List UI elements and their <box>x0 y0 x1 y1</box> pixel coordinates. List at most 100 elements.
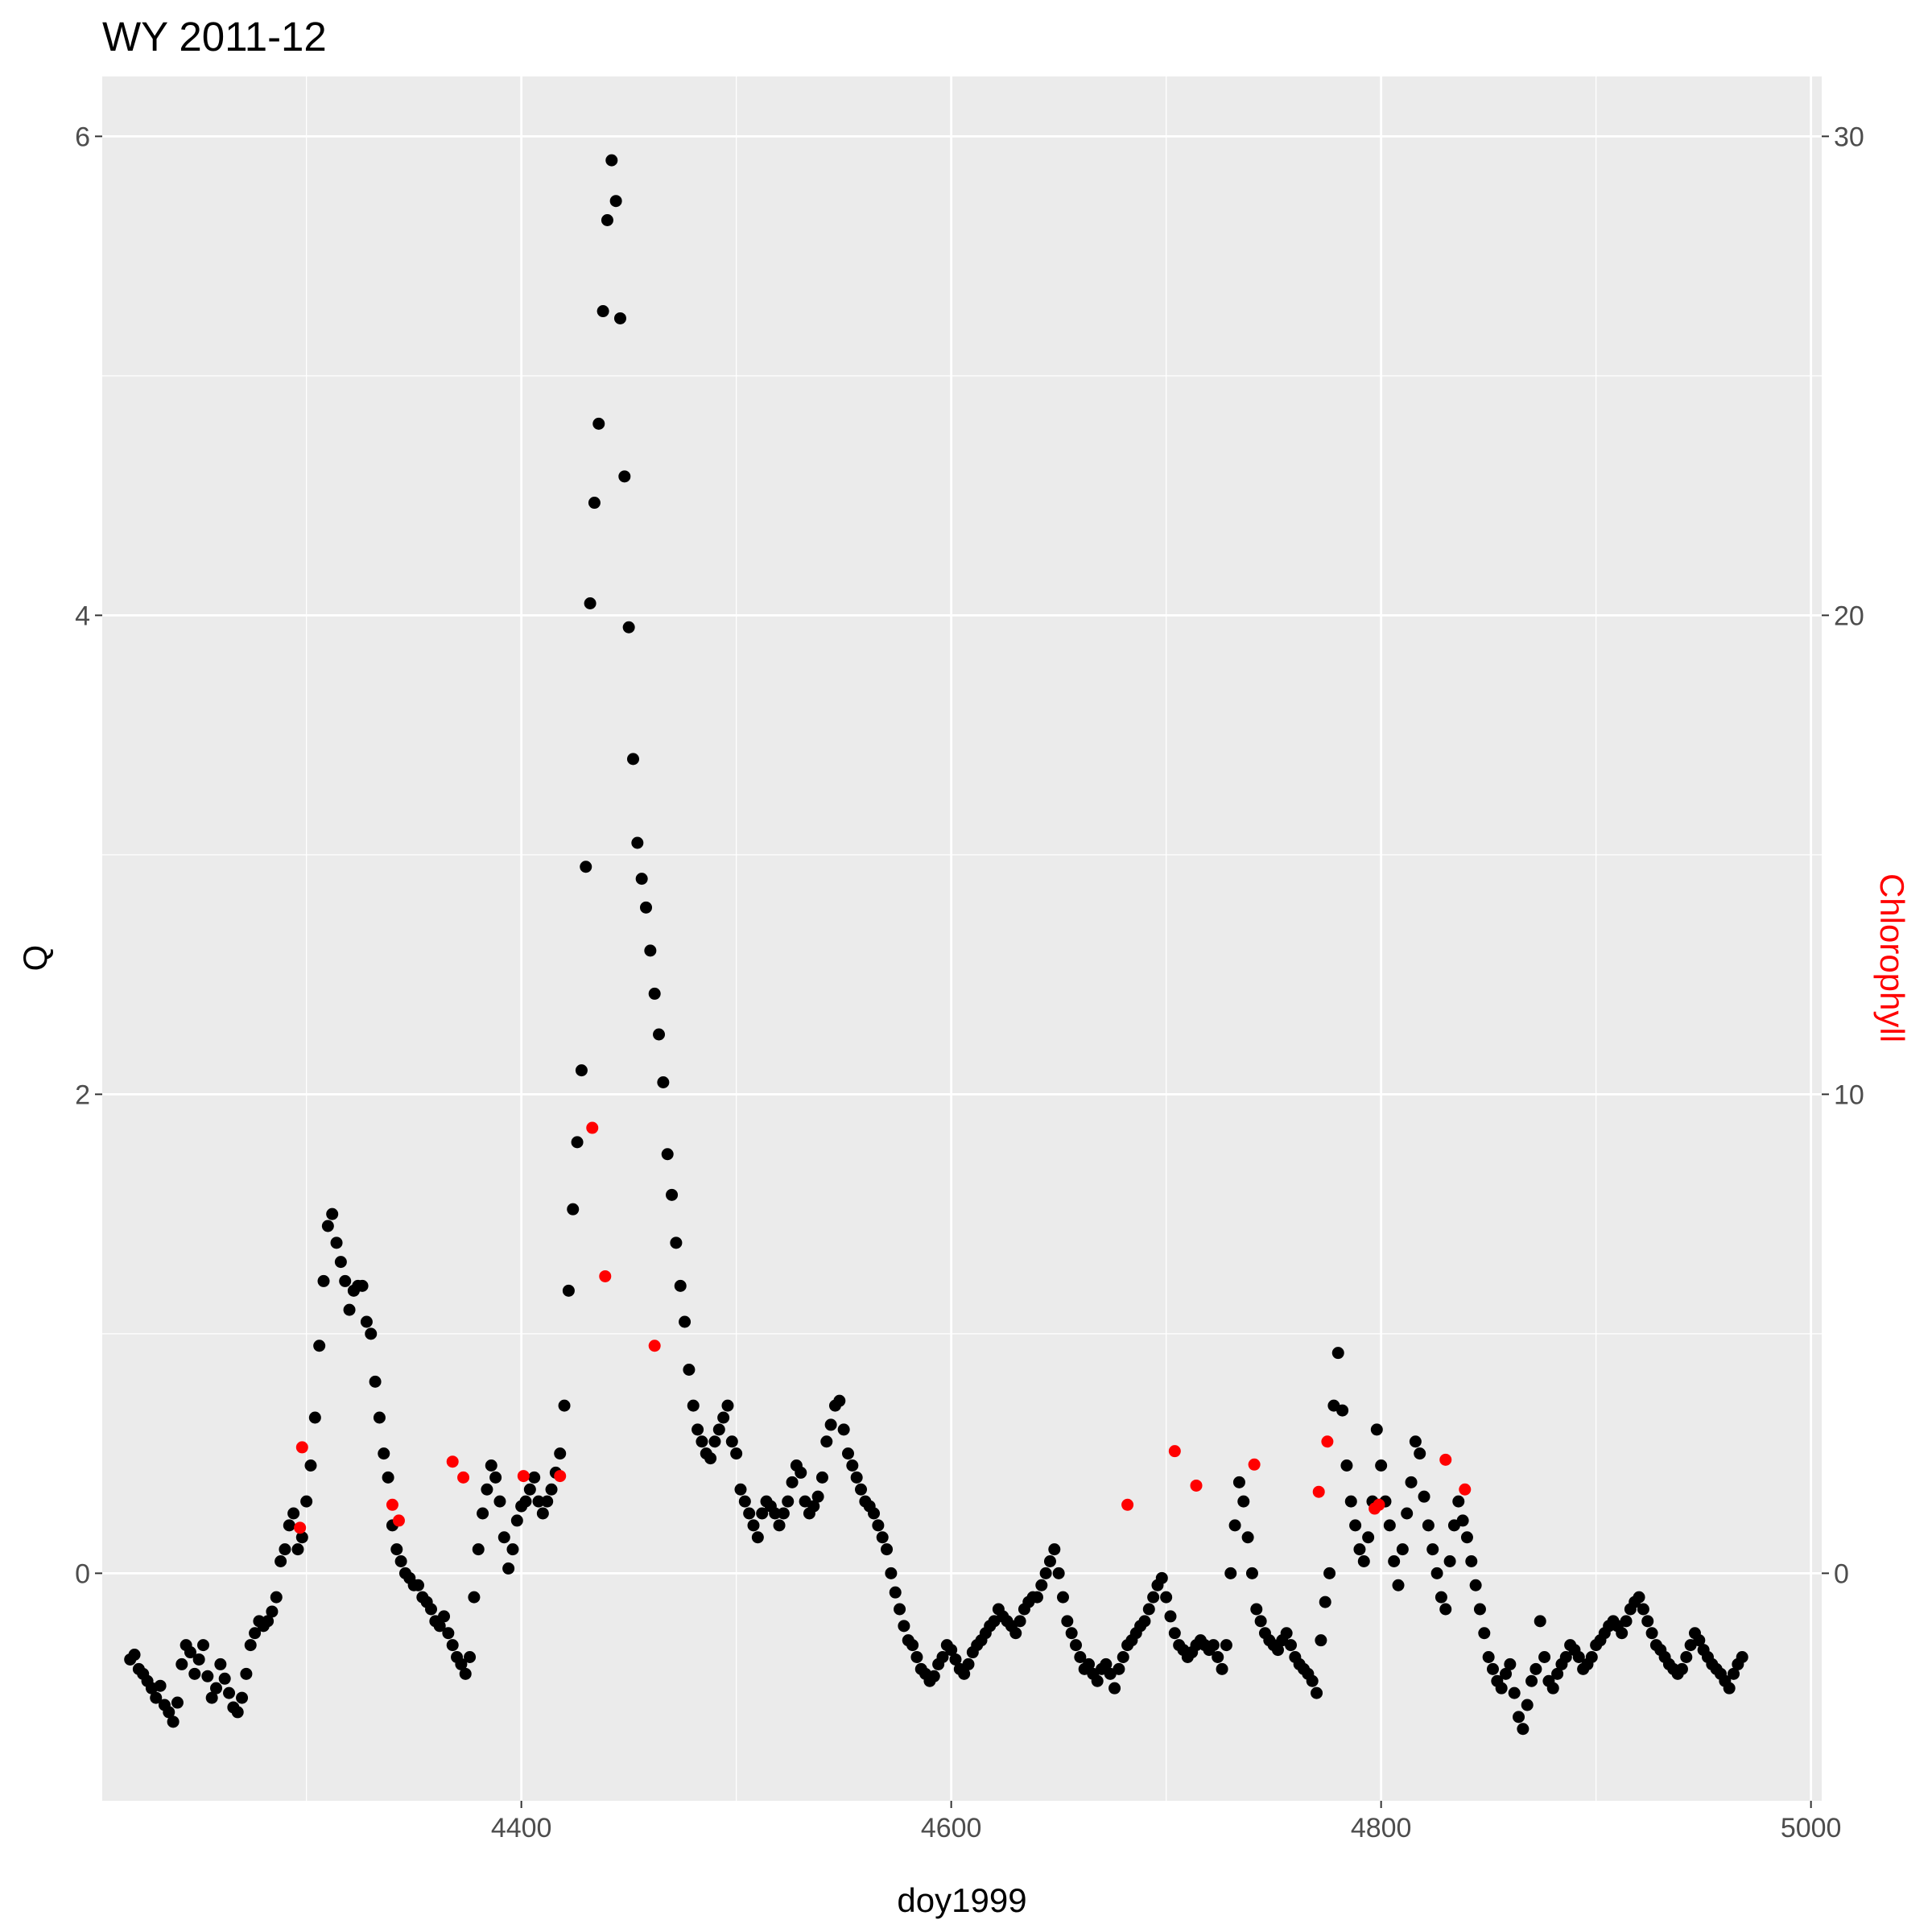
q-point <box>1142 1603 1155 1616</box>
q-point <box>270 1591 283 1604</box>
q-point <box>1401 1507 1414 1520</box>
chlorophyll-point <box>1459 1483 1472 1496</box>
q-point <box>1430 1567 1443 1579</box>
q-point <box>411 1579 424 1591</box>
q-point <box>881 1543 894 1556</box>
q-point <box>1469 1579 1482 1591</box>
q-point <box>218 1672 231 1685</box>
q-point <box>317 1274 330 1287</box>
chlorophyll-point <box>517 1470 530 1483</box>
q-point <box>1418 1490 1430 1503</box>
q-point <box>378 1447 390 1460</box>
q-point <box>510 1514 523 1527</box>
chlorophyll-point <box>1321 1435 1334 1448</box>
chlorophyll-point <box>294 1521 307 1534</box>
q-point <box>214 1657 227 1670</box>
q-point <box>1456 1514 1469 1527</box>
q-point <box>481 1483 493 1496</box>
q-point <box>1452 1495 1465 1508</box>
q-point <box>291 1543 304 1556</box>
q-point <box>1228 1519 1241 1532</box>
q-point <box>1311 1686 1323 1699</box>
q-point <box>468 1591 481 1604</box>
chlorophyll-point <box>1248 1458 1261 1471</box>
q-point <box>898 1620 910 1633</box>
q-point <box>1409 1435 1422 1448</box>
q-point <box>175 1657 188 1670</box>
q-point <box>1616 1627 1629 1640</box>
q-point <box>519 1495 532 1508</box>
q-point <box>562 1284 575 1297</box>
q-point <box>575 1064 588 1077</box>
q-point <box>536 1507 549 1520</box>
y-axis-title: Q <box>16 945 54 972</box>
q-point <box>1422 1519 1435 1532</box>
q-point <box>1439 1603 1452 1616</box>
q-point <box>356 1279 369 1292</box>
plot-panel <box>102 76 1822 1801</box>
q-point <box>1009 1627 1022 1640</box>
q-point <box>708 1435 721 1448</box>
q-point <box>343 1303 356 1316</box>
q-point <box>192 1653 205 1666</box>
q-point <box>618 470 631 483</box>
q-point <box>773 1519 786 1532</box>
q-point <box>730 1447 743 1460</box>
q-point <box>205 1691 218 1704</box>
q-point <box>249 1627 262 1640</box>
q-point <box>1241 1531 1254 1544</box>
q-point <box>631 836 644 849</box>
q-point <box>588 497 601 510</box>
q-point <box>1538 1651 1551 1663</box>
q-point <box>1508 1686 1521 1699</box>
q-point <box>184 1646 196 1659</box>
q-point <box>489 1471 502 1484</box>
q-point <box>150 1691 163 1704</box>
q-point <box>240 1667 253 1680</box>
chlorophyll-point <box>386 1498 398 1511</box>
q-point <box>1460 1531 1473 1544</box>
q-point <box>717 1411 730 1424</box>
q-point <box>1155 1571 1168 1584</box>
q-point <box>751 1531 764 1544</box>
q-point <box>1426 1543 1439 1556</box>
q-point <box>493 1495 506 1508</box>
q-point <box>1375 1459 1388 1472</box>
q-point <box>438 1610 451 1623</box>
q-point <box>1486 1662 1499 1675</box>
q-point <box>541 1495 554 1508</box>
chlorophyll-point <box>599 1269 612 1282</box>
q-point <box>163 1706 175 1719</box>
q-point <box>1370 1423 1383 1436</box>
q-point <box>1362 1531 1375 1544</box>
q-point <box>1052 1567 1065 1579</box>
q-point <box>868 1507 881 1520</box>
q-point <box>523 1483 536 1496</box>
q-point <box>721 1399 734 1412</box>
q-point <box>927 1670 940 1682</box>
q-point <box>743 1507 756 1520</box>
q-point <box>196 1639 209 1652</box>
q-point <box>1224 1567 1237 1579</box>
q-point <box>532 1495 545 1508</box>
q-point <box>592 417 605 430</box>
q-point <box>1245 1567 1258 1579</box>
q-point <box>1216 1662 1228 1675</box>
q-point <box>1043 1555 1056 1567</box>
q-point <box>824 1418 837 1431</box>
q-point <box>1147 1591 1160 1604</box>
q-point <box>1113 1662 1125 1675</box>
q-point <box>1070 1639 1083 1652</box>
q-point <box>747 1519 760 1532</box>
q-point <box>1220 1639 1232 1652</box>
y-tick-label: 0 <box>75 1558 90 1589</box>
q-point <box>283 1519 295 1532</box>
q-point <box>1620 1615 1633 1628</box>
q-point <box>390 1543 403 1556</box>
q-point <box>262 1615 275 1628</box>
q-point <box>653 1028 666 1041</box>
chlorophyll-point <box>392 1514 405 1527</box>
y2-tick-label: 10 <box>1834 1080 1864 1110</box>
q-point <box>696 1435 708 1448</box>
q-point <box>609 195 622 208</box>
